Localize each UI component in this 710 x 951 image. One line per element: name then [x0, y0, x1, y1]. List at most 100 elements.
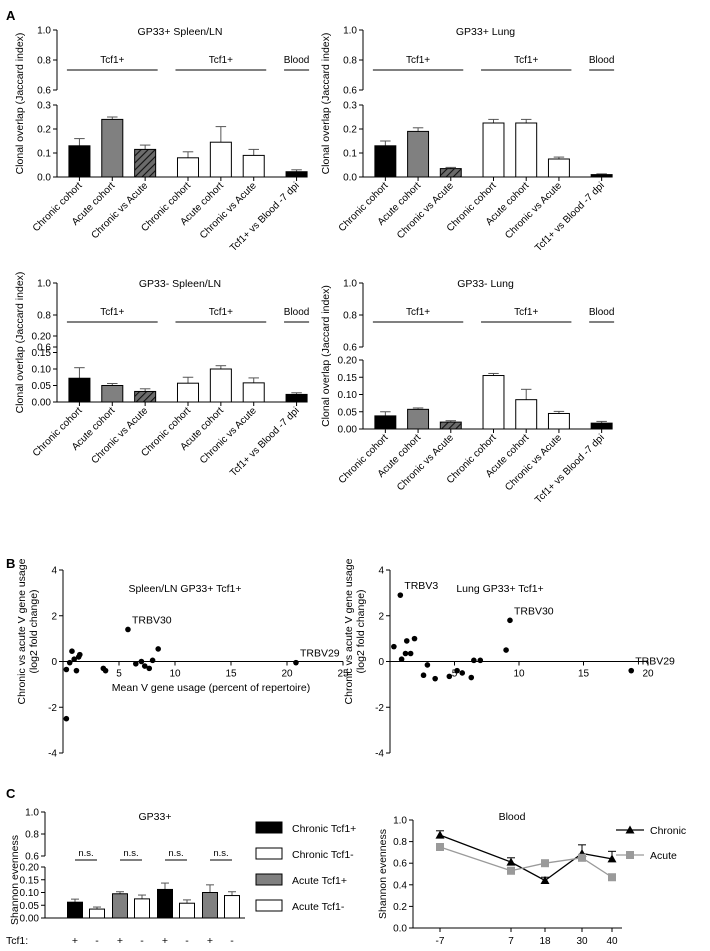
y-tick-label: 0.15	[32, 348, 52, 359]
point-annotation: TRBV29	[635, 656, 675, 668]
y-axis-label: Chronic vs acute V gene usage	[343, 558, 355, 704]
bar	[407, 408, 430, 430]
bar	[209, 368, 232, 403]
y-tick-label: -2	[48, 703, 57, 714]
y-tick-label: 0.00	[20, 914, 40, 925]
bar	[89, 908, 105, 919]
panel-label-b: B	[6, 556, 15, 571]
data-point	[398, 656, 405, 663]
x-tick-label: 7	[508, 936, 514, 947]
bar	[134, 148, 157, 178]
x-tick-label: Chronic vs Acute	[395, 432, 456, 493]
y-tick-label: 1.0	[343, 279, 357, 290]
y-tick-label: 0.1	[343, 149, 357, 160]
bar	[134, 898, 150, 919]
y-tick-label: 1.0	[25, 808, 39, 819]
y-tick-label: -4	[375, 749, 384, 760]
data-point-square	[541, 859, 549, 868]
data-point-triangle	[540, 875, 550, 884]
data-point	[69, 648, 75, 655]
group-label: Tcf1+	[406, 55, 430, 66]
data-point	[146, 665, 153, 672]
y-tick-label: 0.05	[20, 901, 40, 912]
data-point	[402, 650, 409, 657]
x-tick-label: 18	[539, 936, 551, 947]
series-line	[439, 834, 613, 882]
x-tick-label: -7	[436, 936, 445, 947]
x-tick-label: 15	[578, 669, 590, 680]
group-label: Blood	[589, 55, 615, 66]
tcf1-row-label: Tcf1:	[6, 935, 28, 947]
data-point	[73, 667, 80, 674]
chart-gp33pos-evenness: GP33+ Shannon evenness 0.6 0.8 1.0 0.00 0.05 0.…	[6, 808, 356, 948]
y-tick-label: 0.8	[343, 311, 357, 322]
y-tick-label: 0.20	[20, 863, 40, 874]
data-point	[628, 667, 635, 674]
y-tick-label: 0.2	[343, 125, 357, 136]
significance-label: n.s.	[213, 848, 228, 859]
y-axis-label-units: (log2 fold change)	[355, 589, 367, 673]
chart-gp33pos-lung: GP33+ Lung Clonal overlap (Jaccard index)…	[320, 26, 614, 254]
x-tick-label: 25	[337, 669, 349, 680]
bar	[68, 377, 91, 403]
data-point-square	[507, 866, 515, 875]
data-point	[407, 650, 414, 657]
y-axis-label: Clonal overlap (Jaccard index)	[14, 272, 26, 414]
chart-blood-evenness: Blood Shannon evenness 0.0 0.2 0.4 0.6 0.8 1.0 -…	[377, 811, 686, 947]
tcf1-sign: -	[140, 935, 144, 947]
x-tick-label: 30	[576, 936, 588, 947]
bar	[515, 122, 538, 178]
bar	[134, 390, 157, 403]
data-point	[77, 651, 83, 658]
legend-swatch	[255, 899, 283, 912]
group-label: Tcf1+	[209, 307, 233, 318]
tcf1-sign: -	[230, 935, 234, 947]
legend-marker	[625, 825, 635, 834]
group-label: Tcf1+	[514, 307, 538, 318]
bar	[482, 122, 505, 178]
y-tick-label: 0	[378, 657, 384, 668]
point-annotation: TRBV3	[404, 580, 438, 592]
significance-label: n.s.	[78, 848, 93, 859]
data-point	[507, 617, 513, 624]
data-point	[125, 626, 131, 633]
bar	[547, 412, 570, 430]
point-annotation: TRBV30	[132, 614, 172, 626]
y-tick-label: 0.0	[37, 173, 51, 184]
bar	[112, 893, 128, 919]
y-tick-label: -4	[48, 749, 57, 760]
bar	[157, 888, 173, 919]
y-tick-label: 0.05	[32, 381, 52, 392]
data-point-square	[436, 843, 444, 851]
chart-title: Spleen/LN GP33+ Tcf1+	[128, 583, 241, 595]
y-tick-label: 0.10	[32, 365, 52, 376]
legend-swatch	[255, 873, 283, 886]
bar	[515, 399, 538, 430]
bar	[590, 422, 613, 430]
y-tick-label: 0.10	[338, 390, 358, 401]
x-tick-label: 5	[452, 669, 458, 680]
data-point	[471, 657, 477, 664]
legend-label: Acute	[650, 850, 677, 862]
y-tick-label: 0.20	[338, 356, 358, 367]
bar	[67, 901, 83, 919]
x-tick-label: 10	[169, 669, 181, 680]
y-tick-label: 1.0	[393, 816, 407, 827]
group-label: Blood	[284, 55, 310, 66]
bar	[176, 157, 200, 178]
data-point	[477, 657, 484, 664]
bar	[374, 145, 397, 178]
y-axis-label-units: (log2 fold change)	[28, 589, 40, 673]
y-axis-label: Shannon evenness	[377, 829, 389, 919]
y-tick-label: 0.6	[25, 852, 39, 863]
y-tick-label: 0.3	[37, 101, 51, 112]
y-tick-label: 0.0	[393, 924, 407, 935]
y-tick-label: 0.00	[338, 425, 358, 436]
x-tick-label: 20	[642, 669, 654, 680]
y-tick-label: 0.8	[37, 311, 51, 322]
y-tick-label: 0.10	[20, 888, 40, 899]
chart-title: GP33- Spleen/LN	[139, 278, 221, 290]
chart-spleen-vgene-scatter: Spleen/LN GP33+ Tcf1+ Chronic vs acute V …	[16, 558, 349, 759]
y-tick-label: 0	[51, 657, 57, 668]
